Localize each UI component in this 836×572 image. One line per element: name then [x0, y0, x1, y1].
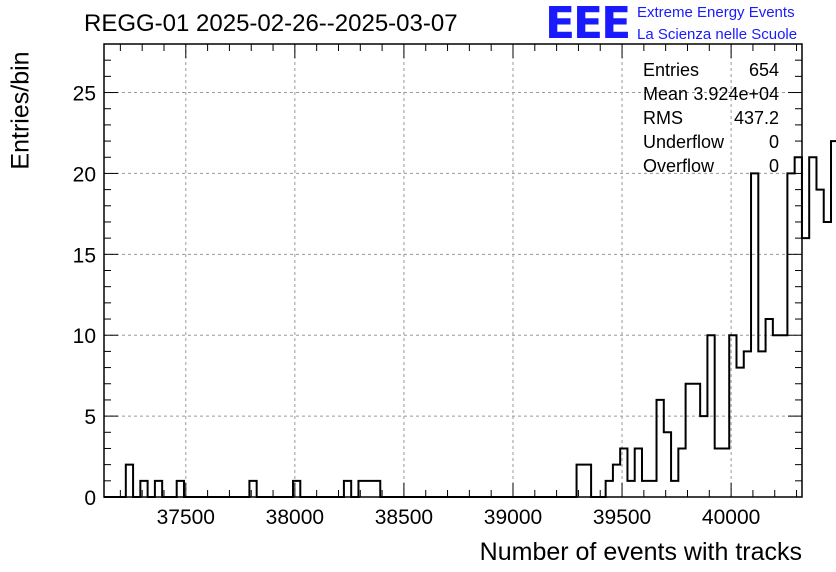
- y-tick-label: 25: [73, 83, 96, 106]
- stats-row-underflow: Underflow 0: [643, 130, 779, 154]
- stats-key: Overflow: [643, 156, 715, 176]
- logo-line-1: Extreme Energy Events: [637, 4, 795, 21]
- stats-row-mean: Mean 3.924e+04: [643, 82, 779, 106]
- stats-row-rms: RMS 437.2: [643, 106, 779, 130]
- stats-row-entries: Entries 654: [643, 58, 779, 82]
- x-tick-label: 40000: [702, 506, 760, 529]
- stats-row-overflow: Overflow 0: [643, 154, 779, 178]
- x-tick-label: 38000: [266, 506, 324, 529]
- chart-title: REGG-01 2025-02-26--2025-03-07: [84, 10, 458, 37]
- stats-value: 654: [748, 60, 779, 80]
- logo-line-2: La Scienza nelle Scuole: [637, 26, 798, 43]
- stats-key: Entries: [643, 60, 700, 80]
- y-tick-label: 15: [73, 244, 96, 267]
- stats-value: 0: [768, 156, 779, 176]
- stats-key: Underflow: [643, 132, 725, 152]
- y-tick-label: 10: [73, 325, 96, 348]
- x-axis-label: Number of events with tracks: [479, 538, 802, 566]
- stats-key: RMS: [643, 108, 683, 128]
- y-tick-label: 5: [84, 406, 96, 429]
- eee-logo: EEE: [545, 0, 631, 49]
- stats-value: 0: [768, 132, 779, 152]
- stats-box: Entries 654 Mean 3.924e+04 RMS 437.2 Und…: [643, 58, 779, 178]
- stats-key: Mean: [643, 84, 689, 104]
- x-tick-label: 38500: [375, 506, 433, 529]
- y-tick-label: 20: [73, 163, 96, 186]
- x-tick-label: 37500: [157, 506, 215, 529]
- stats-value: 437.2: [733, 108, 779, 128]
- stats-value: 3.924e+04: [693, 84, 779, 104]
- x-tick-label: 39000: [484, 506, 542, 529]
- y-tick-label: 0: [84, 487, 96, 510]
- x-tick-label: 39500: [593, 506, 651, 529]
